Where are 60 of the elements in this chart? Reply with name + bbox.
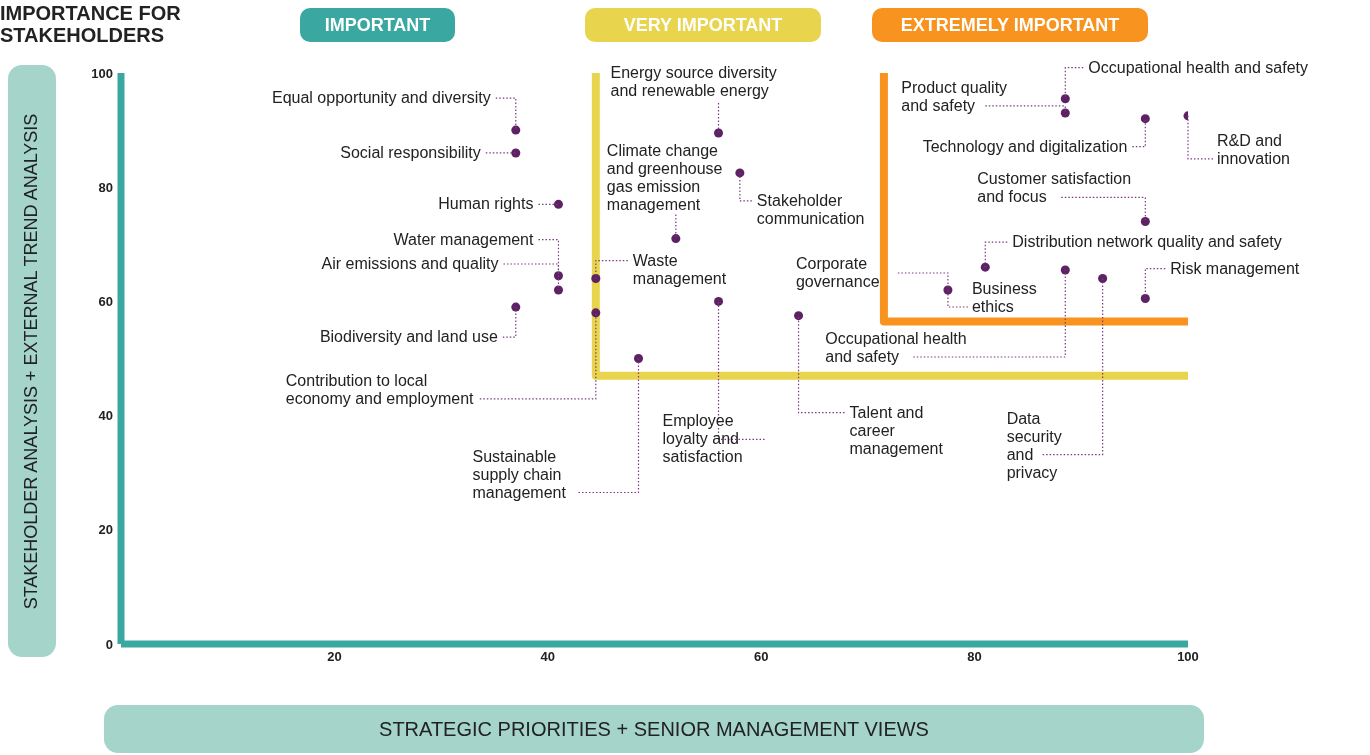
annotation: Water management	[393, 230, 535, 248]
point	[980, 262, 990, 272]
annotation: Human rights	[438, 195, 534, 213]
annotation: Equal opportunity and diversity	[271, 89, 491, 107]
annotation: R&D and innovation	[1217, 131, 1290, 167]
point	[633, 353, 644, 364]
point	[511, 302, 521, 312]
point	[671, 234, 681, 244]
point	[591, 308, 601, 318]
text: VERY IMPORTANT	[585, 8, 821, 42]
annotation: Business ethics	[971, 279, 1037, 315]
y-axis-title: STAKEHOLDER ANALYSIS + EXTERNAL TREND ANALYSIS	[21, 113, 43, 609]
annotation: Data security and privacy	[1006, 409, 1062, 481]
point	[1098, 274, 1108, 284]
annotation: Energy source diversity and renewable energy	[610, 63, 777, 99]
point	[1140, 114, 1150, 124]
point	[1060, 108, 1070, 118]
text: IMPORTANT	[300, 8, 455, 42]
annotation: Distribution network quality and safety	[1012, 233, 1282, 251]
x-tick-label: 20	[327, 649, 342, 665]
point	[553, 199, 563, 209]
y-tick-label: 60	[98, 294, 113, 310]
x-axis-title: STRATEGIC PRIORITIES + SENIOR MANAGEMENT VIEWS	[104, 705, 1204, 753]
annotation: Product quality and safety	[901, 78, 1008, 114]
annotation: Climate change and greenhouse gas emission management	[606, 141, 723, 213]
annotation: Air emissions and quality	[321, 254, 499, 272]
x-tick-label: 60	[753, 649, 769, 665]
annotation: Technology and digitalization	[922, 137, 1128, 155]
point	[1060, 94, 1070, 104]
x-tick-label: 80	[967, 649, 982, 665]
point	[794, 311, 804, 321]
annotation: Risk management	[1170, 259, 1300, 277]
annotation: Social responsibility	[340, 143, 481, 161]
annotation: Talent and career management	[849, 403, 944, 457]
point	[511, 125, 521, 135]
point	[591, 274, 601, 284]
y-tick-label: 20	[98, 522, 113, 538]
y-tick-label: 0	[105, 636, 113, 652]
annotation: Biodiversity and land use	[319, 328, 498, 346]
text: IMPORTANCE FOR STAKEHOLDERS	[0, 2, 182, 46]
y-tick-label: 100	[91, 65, 113, 81]
point	[714, 128, 724, 138]
y-tick-label: 40	[98, 408, 113, 424]
point	[553, 285, 563, 295]
y-tick-label: 80	[98, 179, 113, 195]
text: EXTREMELY IMPORTANT	[872, 8, 1148, 42]
annotation: Contribution to local economy and employment	[285, 371, 475, 407]
annotation: Corporate governance	[795, 254, 880, 290]
annotation: Employee loyalty and satisfaction	[662, 412, 743, 466]
annotation: Customer satisfaction and focus	[977, 170, 1132, 206]
annotation: Waste management	[632, 251, 727, 287]
annotation: Sustainable supply chain management	[472, 447, 567, 501]
point	[1140, 294, 1150, 304]
point	[1140, 216, 1150, 226]
x-tick-label: 40	[540, 649, 556, 665]
annotation: Stakeholder communication	[756, 191, 865, 227]
annotation: Occupational health and safety	[825, 329, 967, 365]
point	[714, 296, 724, 306]
x-tick-label: 100	[1177, 649, 1199, 665]
annotation: Occupational health and safety	[1088, 58, 1308, 76]
